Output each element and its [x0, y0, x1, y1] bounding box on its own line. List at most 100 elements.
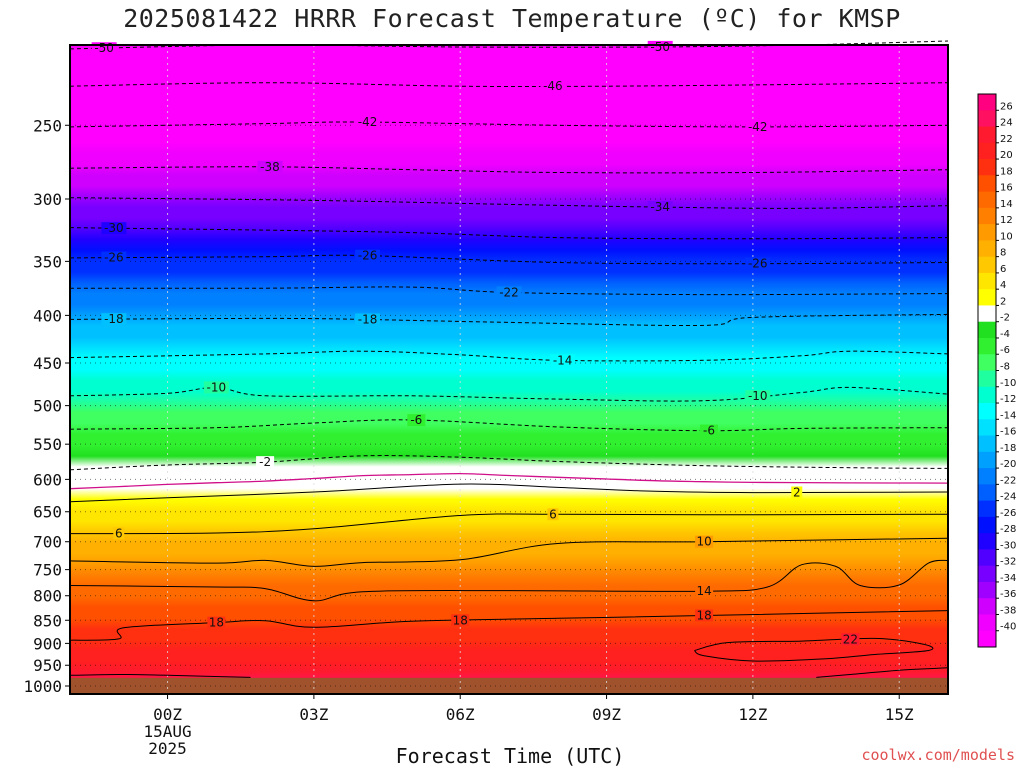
colorbar-label: 4	[1000, 280, 1006, 291]
contour-label-bg	[203, 381, 229, 394]
contour-label: -10	[748, 389, 768, 403]
isotherm-minus18	[69, 313, 949, 327]
contour-label-bg	[257, 160, 283, 173]
colorbar-swatch	[978, 549, 996, 567]
colorbar-label: 14	[1000, 199, 1013, 210]
contour-label: -26	[104, 251, 124, 265]
chart-title: 2025081422 HRRR Forecast Temperature (ºC…	[123, 4, 901, 33]
contour-label: 18	[453, 613, 468, 627]
x-tick-label: 06Z	[446, 705, 475, 724]
colorbar-label: -22	[1000, 475, 1016, 486]
colorbar-label: -38	[1000, 605, 1016, 616]
colorbar-label: -10	[1000, 378, 1016, 389]
colorbar-label: -30	[1000, 540, 1016, 551]
isotherm-6	[69, 513, 949, 535]
x-axis-label: Forecast Time (UTC)	[395, 744, 625, 768]
colorbar-swatch	[978, 370, 996, 388]
contour-label-bg	[547, 508, 559, 521]
colorbar-label: -24	[1000, 492, 1016, 503]
colorbar-swatch	[978, 386, 996, 404]
x-tick-label: 03Z	[299, 705, 328, 724]
y-tick-label: 300	[33, 190, 62, 209]
isotherm-minus42	[69, 121, 949, 128]
y-tick-label: 250	[33, 116, 62, 135]
colorbar-label: 22	[1000, 134, 1013, 145]
colorbar-swatch	[978, 468, 996, 485]
colorbar-swatch	[978, 484, 996, 502]
contour-label: -38	[260, 160, 280, 174]
contour-label: 22	[843, 632, 858, 646]
contour-label: 10	[696, 535, 711, 549]
contour-label: -10	[207, 380, 227, 394]
axes: 250 300 350 400 450 500 550 600 650 700 750 800 850 9…	[23, 44, 949, 758]
colorbar-label: -16	[1000, 427, 1016, 438]
contour-label-bg	[113, 527, 125, 540]
y-tick-label: 700	[33, 533, 62, 552]
contour-label-bg	[207, 616, 226, 629]
contour-label: -50	[650, 40, 670, 54]
colorbar-swatch	[978, 207, 996, 225]
isotherm-minus34	[69, 197, 949, 209]
contour-label: -22	[499, 285, 519, 299]
colorbar-label: 20	[1000, 150, 1013, 161]
colorbar-swatch	[978, 305, 996, 323]
x-tick-label: 12Z	[738, 705, 767, 724]
contour-label: -14	[553, 353, 573, 367]
contour-label: -34	[650, 200, 670, 214]
contour-label: -46	[543, 79, 563, 93]
y-tick-label: 800	[33, 587, 62, 606]
colorbar-swatch	[978, 175, 996, 192]
isotherm-contours: -50 -50-46-42 -42-38-34-30-26 -26-26-22-18-…	[69, 40, 949, 678]
isotherm-minus10	[69, 386, 949, 402]
y-tick-label: 950	[33, 656, 62, 675]
colorbar-swatch	[978, 516, 996, 534]
contour-label-bg	[101, 251, 127, 264]
colorbar-label: 2	[1000, 296, 1006, 307]
colorbar-swatch	[978, 110, 996, 127]
colorbar-swatch	[978, 191, 996, 209]
contour-label: -26	[748, 257, 768, 271]
colorbar-swatch	[978, 419, 996, 436]
colorbar-swatch	[978, 533, 996, 550]
colorbar-swatch	[978, 142, 996, 160]
y-tick-label: 600	[33, 470, 62, 489]
y-tick-label: 350	[33, 252, 62, 271]
colorbar-label: -26	[1000, 508, 1016, 519]
y-tick-label: 500	[33, 397, 62, 416]
y-tick-label: 900	[33, 634, 62, 653]
contour-label-bg	[256, 456, 275, 469]
y-tick-label: 550	[33, 435, 62, 454]
colorbar-label: -34	[1000, 573, 1016, 584]
contour-label: -50	[94, 41, 114, 55]
colorbar-swatch	[978, 337, 996, 355]
x-tick-label: 2025	[148, 739, 187, 758]
colorbar-swatch	[978, 354, 996, 371]
colorbar-swatch	[978, 240, 996, 258]
colorbar-swatch	[978, 403, 996, 420]
colorbar-label: -6	[1000, 345, 1010, 356]
source-credit: coolwx.com/models	[861, 746, 1015, 764]
isotherm-26	[69, 673, 251, 678]
contour-label: -42	[358, 115, 378, 129]
colorbar-swatch	[978, 435, 996, 453]
contour-label-bg	[647, 40, 673, 53]
colorbar-swatch	[978, 614, 996, 632]
colorbar-swatch	[978, 630, 996, 648]
contour-label-bg	[496, 286, 522, 299]
ground-fill	[70, 677, 948, 694]
y-tick-label: 850	[33, 611, 62, 630]
contour-label: 14	[696, 584, 711, 598]
contour-label-bg	[695, 535, 714, 548]
x-tick-label: 15AUG	[143, 722, 191, 741]
contour-label: -6	[703, 424, 715, 438]
contour-label-bg	[101, 313, 127, 326]
contour-label-bg	[540, 80, 566, 93]
plot-frame	[69, 44, 949, 695]
colorbar-label: -36	[1000, 589, 1016, 600]
gridlines	[70, 45, 948, 694]
contour-label: -18	[358, 312, 378, 326]
contour-label: -26	[358, 249, 378, 263]
contour-label: 18	[209, 616, 224, 630]
y-tick-label: 1000	[23, 677, 62, 696]
